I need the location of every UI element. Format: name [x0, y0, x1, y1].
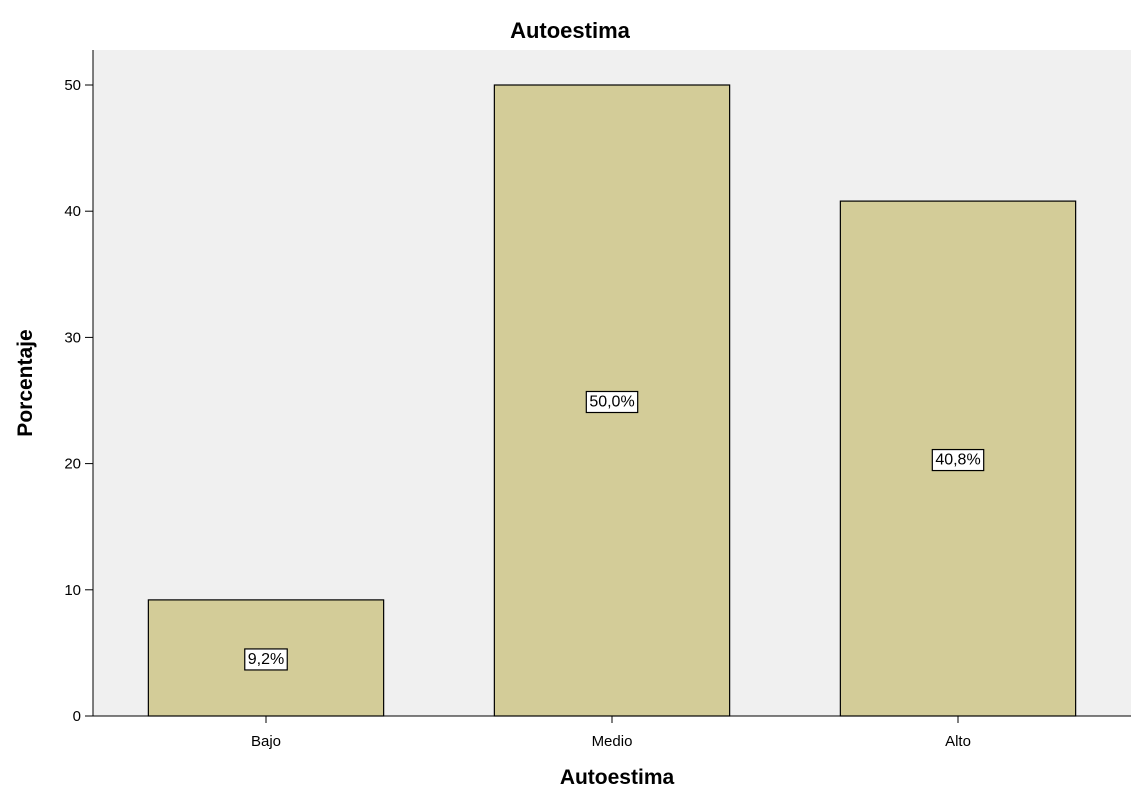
- y-axis-title: Porcentaje: [14, 329, 37, 436]
- data-label: 40,8%: [931, 448, 985, 472]
- x-tick-label: Alto: [945, 733, 971, 750]
- data-labels-layer: 9,2% 50,0% 40,8%: [244, 390, 985, 671]
- data-label: 50,0%: [585, 390, 639, 414]
- data-label-box: [931, 448, 985, 472]
- data-label-box: [585, 390, 639, 414]
- y-tick-label: 10: [64, 582, 81, 599]
- data-label-text: 50,0%: [589, 394, 634, 411]
- data-label-text: 9,2%: [248, 651, 284, 668]
- data-label-box: [244, 648, 288, 671]
- y-tick-label: 0: [73, 708, 81, 725]
- data-label: 9,2%: [244, 648, 288, 671]
- x-axis-title: Autoestima: [560, 766, 675, 788]
- x-tick-label: Bajo: [251, 733, 281, 750]
- x-tick-label: Medio: [592, 733, 633, 750]
- y-tick-label: 40: [64, 203, 81, 220]
- y-tick-label: 30: [64, 329, 81, 346]
- chart-title: Autoestima: [510, 18, 631, 43]
- y-tick-label: 50: [64, 77, 81, 94]
- ticks-layer: 0 10 20 30 40 50 Bajo Medio Alto: [64, 77, 971, 750]
- y-tick-label: 20: [64, 456, 81, 473]
- data-label-text: 40,8%: [935, 452, 980, 469]
